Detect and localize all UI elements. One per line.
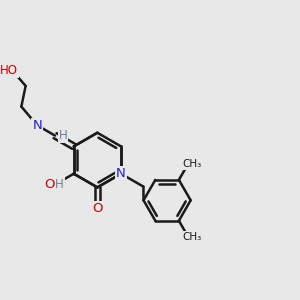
Text: H: H <box>55 178 64 190</box>
Text: HO: HO <box>0 64 18 77</box>
Text: CH₃: CH₃ <box>183 232 202 242</box>
Text: N: N <box>32 119 42 132</box>
Text: CH₃: CH₃ <box>183 159 202 169</box>
Text: O: O <box>44 178 55 190</box>
Text: N: N <box>116 167 126 180</box>
Text: O: O <box>92 202 103 214</box>
Text: H: H <box>59 129 68 142</box>
